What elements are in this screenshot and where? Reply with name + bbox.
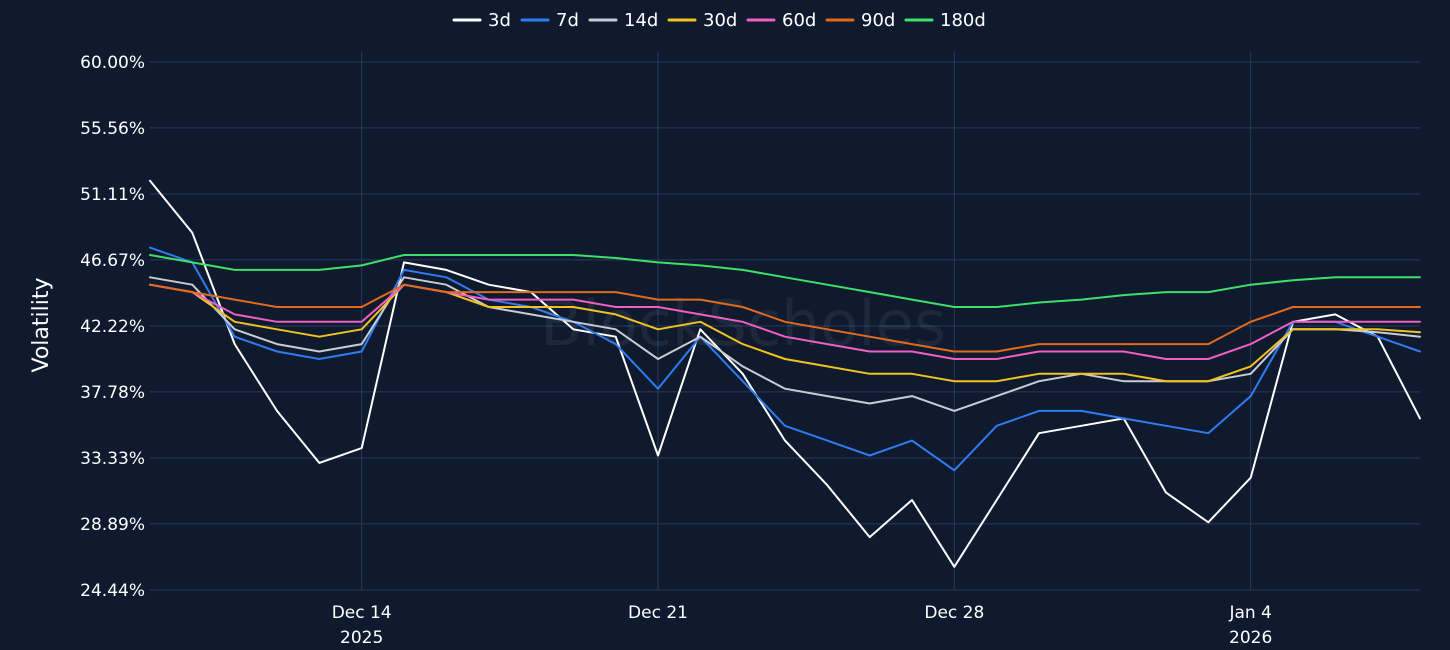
series-line-60d [149, 283, 1421, 360]
legend-label: 90d [861, 10, 895, 31]
legend-item-30d[interactable]: 30d [667, 10, 737, 31]
legend-label: 60d [782, 10, 816, 31]
x-tick-label: Dec 14 [332, 603, 392, 623]
y-tick-label: 42.22% [80, 317, 145, 337]
legend-label: 14d [624, 10, 658, 31]
watermark-logo: BlockScholes [540, 287, 946, 360]
y-axis: 60.00% 55.56% 51.11% 46.67% 42.22% 37.78% 33.3… [80, 53, 145, 601]
legend-item-7d[interactable]: 7d [520, 10, 579, 31]
legend[interactable]: 3d 7d 14d 30d 60d 90d 180d [452, 10, 986, 31]
legend-item-14d[interactable]: 14d [588, 10, 658, 31]
series-line-180d [149, 254, 1421, 308]
x-tick-year-label: 2025 [340, 628, 383, 648]
y-tick-label: 33.33% [80, 449, 145, 469]
legend-label: 30d [703, 10, 737, 31]
y-tick-label: 24.44% [80, 581, 145, 601]
legend-label: 3d [488, 10, 511, 31]
series-line-90d [149, 283, 1421, 353]
legend-label: 180d [940, 10, 986, 31]
legend-item-90d[interactable]: 90d [825, 10, 895, 31]
series-line-30d [149, 283, 1421, 383]
y-tick-label: 28.89% [80, 515, 145, 535]
y-tick-label: 55.56% [80, 119, 145, 139]
x-axis: Dec 14 2025 Dec 21 Dec 28 Jan 4 2026 [332, 603, 1273, 648]
legend-item-3d[interactable]: 3d [452, 10, 511, 31]
legend-item-180d[interactable]: 180d [904, 10, 986, 31]
series-layer [149, 179, 1421, 568]
y-tick-label: 60.00% [80, 53, 145, 73]
y-tick-label: 51.11% [80, 185, 145, 205]
series-line-3d [149, 179, 1421, 568]
legend-item-60d[interactable]: 60d [746, 10, 816, 31]
y-axis-title: Volatility [29, 277, 54, 372]
legend-label: 7d [556, 10, 579, 31]
x-tick-label: Jan 4 [1228, 603, 1271, 623]
y-tick-label: 46.67% [80, 251, 145, 271]
x-tick-label: Dec 21 [628, 603, 688, 623]
y-tick-label: 37.78% [80, 383, 145, 403]
series-line-7d [149, 246, 1421, 472]
x-tick-label: Dec 28 [924, 603, 984, 623]
x-tick-year-label: 2026 [1229, 628, 1272, 648]
